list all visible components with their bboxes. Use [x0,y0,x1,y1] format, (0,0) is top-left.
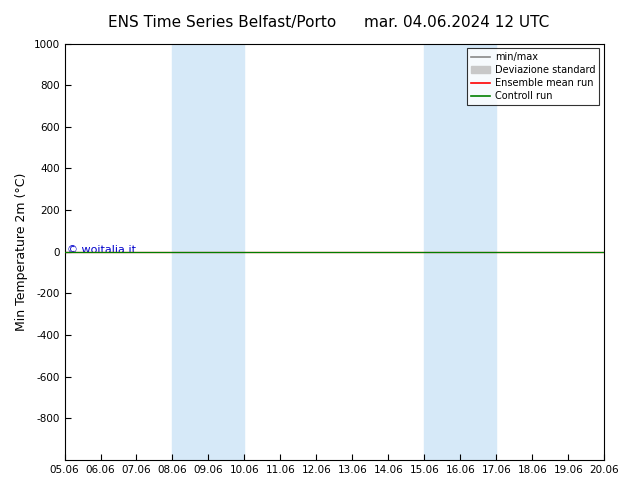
Legend: min/max, Deviazione standard, Ensemble mean run, Controll run: min/max, Deviazione standard, Ensemble m… [467,49,599,105]
Text: ENS Time Series Belfast/Porto: ENS Time Series Belfast/Porto [108,15,336,30]
Y-axis label: Min Temperature 2m (°C): Min Temperature 2m (°C) [15,172,28,331]
Bar [172,44,245,460]
Text: © woitalia.it: © woitalia.it [67,245,136,255]
Text: mar. 04.06.2024 12 UTC: mar. 04.06.2024 12 UTC [364,15,549,30]
Bar [424,44,496,460]
